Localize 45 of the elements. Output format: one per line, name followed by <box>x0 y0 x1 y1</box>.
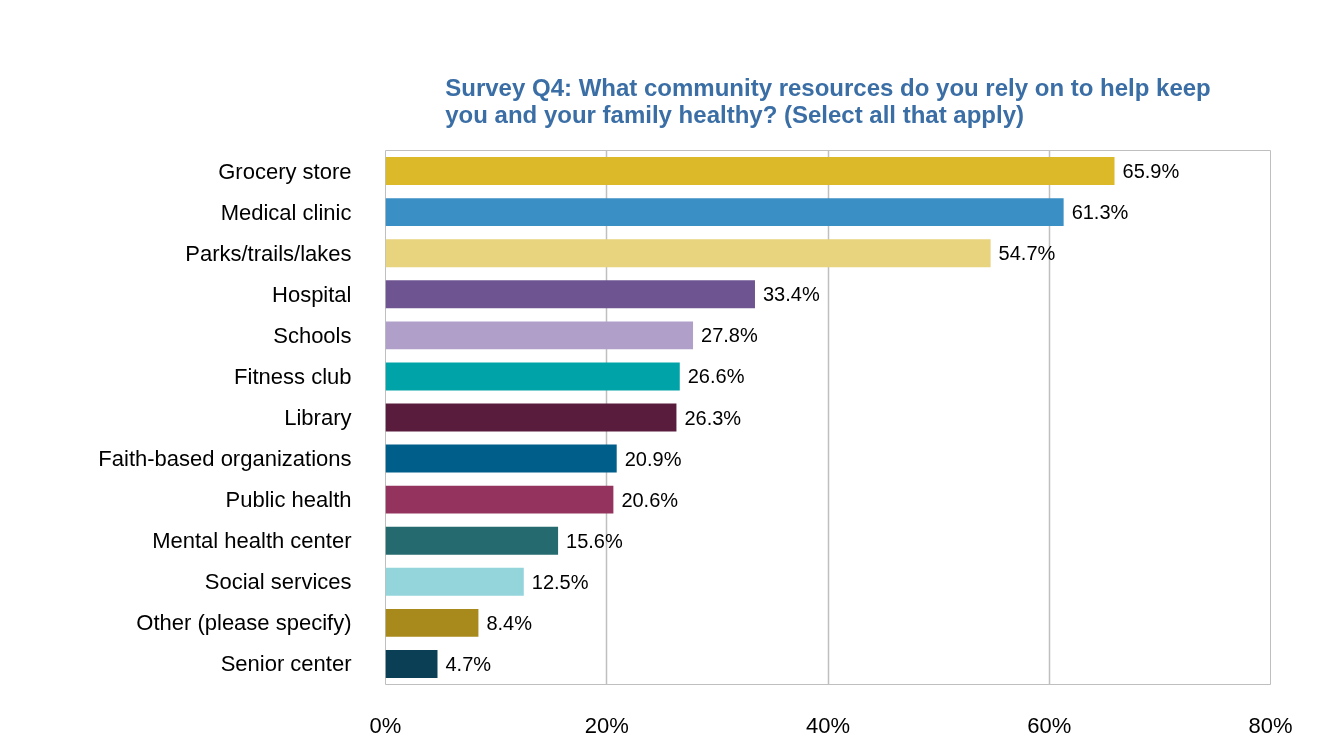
bar <box>385 444 617 473</box>
y-tick-label: Parks/trails/lakes <box>185 240 352 266</box>
data-label: 12.5% <box>531 570 589 593</box>
data-label: 54.7% <box>998 242 1056 265</box>
bar <box>385 650 438 678</box>
y-tick-label: Medical clinic <box>220 199 352 225</box>
y-tick-label: Library <box>284 405 352 430</box>
bar <box>385 608 479 637</box>
y-tick-label: Hospital <box>272 281 352 307</box>
data-label: 20.6% <box>621 488 679 511</box>
bar <box>385 362 680 391</box>
y-tick-label: Faith-based organizations <box>98 446 352 472</box>
y-tick-label: Schools <box>273 322 352 348</box>
bar <box>385 526 559 555</box>
bar <box>385 321 694 350</box>
data-label: 65.9% <box>1122 160 1180 183</box>
y-tick-label: Grocery store <box>218 158 352 184</box>
x-tick-label: 80% <box>1248 712 1293 738</box>
y-tick-label: Social services <box>204 569 352 595</box>
x-tick-label: 20% <box>584 712 629 738</box>
bar <box>385 157 1115 185</box>
bar <box>385 567 524 596</box>
bar <box>385 198 1064 227</box>
bar <box>385 403 677 432</box>
y-tick-label: Other (please specify) <box>136 610 352 636</box>
data-label: 33.4% <box>762 283 820 306</box>
bar <box>385 239 991 268</box>
x-tick-label: 40% <box>805 712 851 738</box>
y-tick-label: Senior center <box>220 651 352 677</box>
y-tick-label: Mental health center <box>152 528 352 554</box>
data-label: 15.6% <box>566 529 623 552</box>
y-tick-label: Public health <box>225 487 352 513</box>
x-tick-label: 60% <box>1027 712 1072 738</box>
data-label: 4.7% <box>445 652 492 675</box>
data-label: 20.9% <box>624 447 682 470</box>
bar <box>385 280 755 309</box>
data-label: 61.3% <box>1071 201 1129 224</box>
chart-title: Survey Q4: What community resources do you rely on to help keep you and your family healthy? (Select all that apply) <box>445 74 1211 128</box>
x-tick-label: 0% <box>369 712 402 738</box>
data-label: 8.4% <box>486 611 533 634</box>
data-label: 26.3% <box>684 406 742 429</box>
data-label: 26.6% <box>687 365 745 388</box>
y-tick-label: Fitness club <box>234 363 352 389</box>
bar <box>385 485 614 514</box>
data-label: 27.8% <box>701 324 758 347</box>
